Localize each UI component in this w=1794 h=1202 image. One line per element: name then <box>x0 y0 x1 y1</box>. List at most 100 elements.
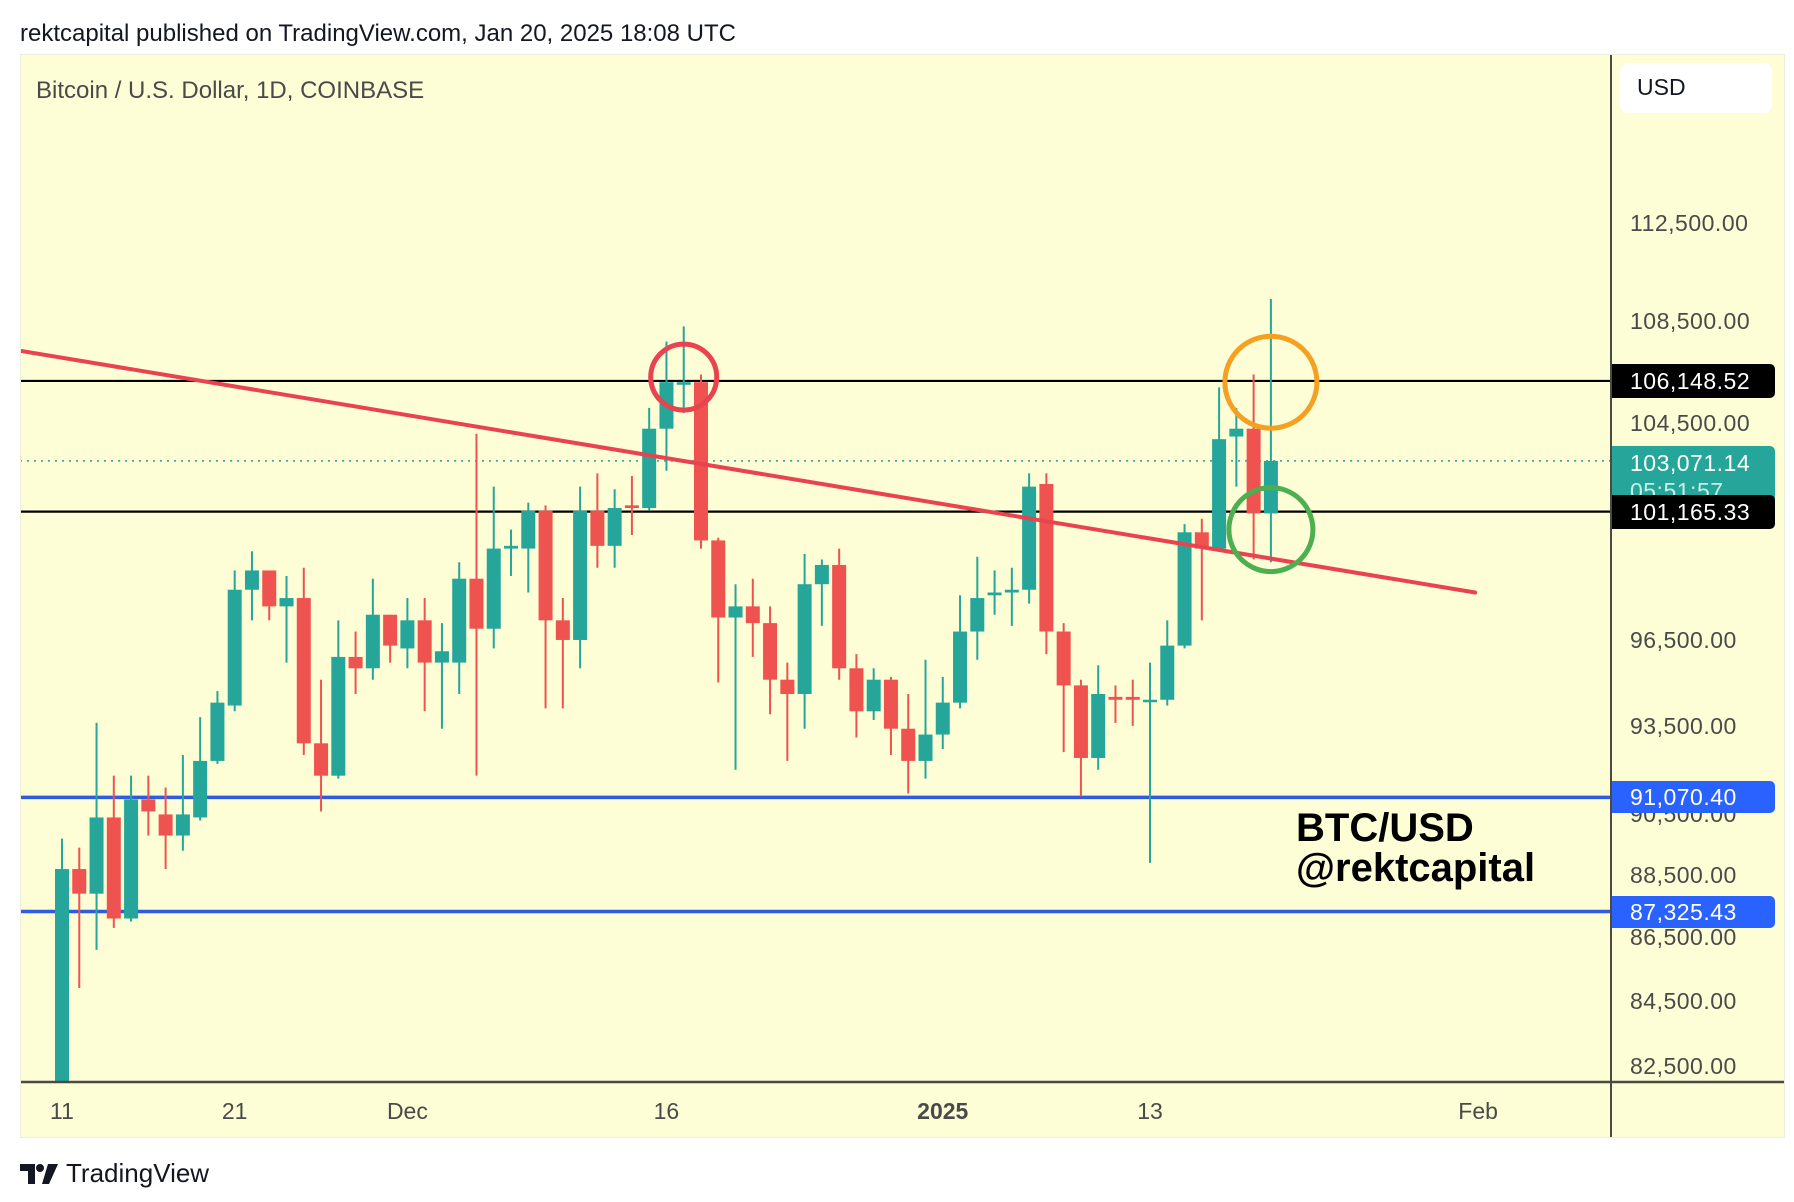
tradingview-logo[interactable]: TradingView <box>20 1158 209 1189</box>
candle[interactable] <box>193 717 208 821</box>
time-tick-label: Feb <box>1458 1098 1498 1124</box>
green-circle-annotation[interactable] <box>1226 485 1316 575</box>
candle[interactable] <box>1160 620 1175 706</box>
candle[interactable] <box>296 567 311 756</box>
candle[interactable] <box>797 554 812 729</box>
candle[interactable] <box>124 775 139 922</box>
price-tick-label: 82,500.00 <box>1630 1053 1737 1079</box>
blue-level-1-label: 91,070.40 <box>1630 784 1737 811</box>
support-price-label: 101,165.33 <box>1630 498 1751 525</box>
blue-level-1-tag: 91,070.40 <box>1612 781 1775 814</box>
time-tick-label: 2025 <box>917 1098 969 1124</box>
candle[interactable] <box>1212 387 1227 549</box>
resistance-price-label: 106,148.52 <box>1630 367 1751 394</box>
candle[interactable] <box>1229 407 1244 487</box>
candle[interactable] <box>1108 685 1123 723</box>
candle[interactable] <box>383 614 398 663</box>
candle[interactable] <box>814 559 829 626</box>
candle[interactable] <box>935 676 950 750</box>
price-tick-label: 86,500.00 <box>1630 924 1737 951</box>
candle[interactable] <box>72 847 87 989</box>
candle[interactable] <box>1004 567 1019 626</box>
candle[interactable] <box>573 486 588 669</box>
chart-panel[interactable] <box>20 54 1785 1138</box>
candle[interactable] <box>210 691 225 764</box>
candle[interactable] <box>504 529 519 576</box>
candle[interactable] <box>348 631 363 695</box>
orange-circle-annotation[interactable] <box>1222 333 1320 431</box>
candle[interactable] <box>763 606 778 715</box>
price-tick-label: 93,500.00 <box>1630 712 1737 739</box>
candle[interactable] <box>711 537 726 683</box>
candle[interactable] <box>780 662 795 761</box>
candle[interactable] <box>521 502 536 593</box>
candle[interactable] <box>469 433 484 776</box>
candle[interactable] <box>832 548 847 680</box>
chart-annotation-text: BTC/USD @rektcapital <box>1296 808 1535 888</box>
candle[interactable] <box>55 838 69 1143</box>
candle[interactable] <box>953 595 968 709</box>
candle[interactable] <box>434 623 449 729</box>
candle[interactable] <box>1194 518 1209 621</box>
tradingview-logo-icon <box>20 1163 58 1184</box>
candle[interactable] <box>1073 679 1088 797</box>
candle[interactable] <box>400 598 415 669</box>
candle[interactable] <box>1246 374 1261 560</box>
published-header: rektcapital published on TradingView.com… <box>20 20 736 47</box>
time-tick-label: 21 <box>221 1098 248 1124</box>
candle[interactable] <box>262 570 277 621</box>
last-price-label: 103,071.14 <box>1630 449 1751 476</box>
candle[interactable] <box>279 575 294 663</box>
candle[interactable] <box>987 570 1002 615</box>
candle[interactable] <box>244 551 259 621</box>
price-tick-label: 88,500.00 <box>1630 862 1737 889</box>
candle[interactable] <box>1091 665 1106 770</box>
candle[interactable] <box>1143 662 1158 863</box>
candle[interactable] <box>1022 473 1037 604</box>
candle[interactable] <box>106 775 121 928</box>
symbol-title: Bitcoin / U.S. Dollar, 1D, COINBASE <box>36 77 425 104</box>
candle[interactable] <box>918 659 933 779</box>
candle[interactable] <box>883 676 898 756</box>
candle[interactable] <box>901 694 916 794</box>
candle[interactable] <box>607 489 622 568</box>
candle[interactable] <box>642 407 657 511</box>
candle[interactable] <box>486 486 501 649</box>
candle[interactable] <box>728 584 743 770</box>
candle[interactable] <box>849 654 864 738</box>
time-tick-label: Dec <box>386 1098 428 1124</box>
red-circle-annotation[interactable] <box>648 341 720 413</box>
candle[interactable] <box>624 476 639 535</box>
candle[interactable] <box>141 775 156 836</box>
blue-level-2-tag: 87,325.43 <box>1612 895 1775 928</box>
candle[interactable] <box>866 668 881 720</box>
support-price-tag: 101,165.33 <box>1612 494 1775 529</box>
candle[interactable] <box>89 722 104 950</box>
candle[interactable] <box>158 787 173 870</box>
tradingview-brand-text: TradingView <box>66 1158 210 1188</box>
time-tick-label: 13 <box>1137 1098 1163 1124</box>
candle[interactable] <box>314 679 329 812</box>
candle[interactable] <box>365 578 380 680</box>
candle[interactable] <box>417 598 432 712</box>
descending-trendline[interactable] <box>0 344 1478 595</box>
candle[interactable] <box>538 505 553 709</box>
candle[interactable] <box>676 326 691 414</box>
time-tick-label: 11 <box>50 1098 74 1124</box>
candle[interactable] <box>1125 679 1140 726</box>
candle[interactable] <box>452 562 467 695</box>
candle[interactable] <box>331 620 346 779</box>
candle[interactable] <box>970 556 985 660</box>
blue-level-2-label: 87,325.43 <box>1630 898 1737 925</box>
candle[interactable] <box>175 755 190 851</box>
currency-button[interactable]: USD <box>1620 63 1772 113</box>
candle[interactable] <box>555 598 570 709</box>
candle[interactable] <box>1039 473 1054 655</box>
time-tick-label: 16 <box>653 1098 680 1124</box>
candle[interactable] <box>590 473 605 568</box>
candle[interactable] <box>1056 623 1071 753</box>
candle[interactable] <box>745 578 760 657</box>
resistance-price-tag: 106,148.52 <box>1612 363 1775 398</box>
candle[interactable] <box>227 570 242 712</box>
